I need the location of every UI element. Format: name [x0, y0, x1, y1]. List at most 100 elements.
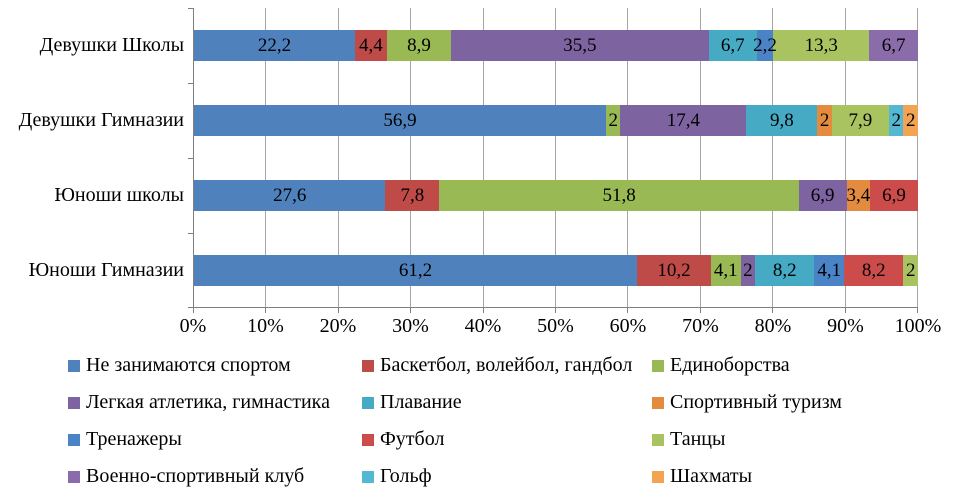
gridline	[410, 8, 412, 307]
x-axis-tick-label: 40%	[464, 315, 502, 337]
bar-segment-label: 2	[905, 110, 916, 131]
legend-item: Легкая атлетика, гимнастика	[68, 384, 362, 421]
legend-color-swatch-icon	[362, 396, 374, 409]
category-label: Юноши Гимназии	[28, 259, 184, 281]
bar-segment-label: 6,7	[720, 35, 745, 56]
legend-item: Военно-спортивный клуб	[68, 458, 362, 495]
legend-color-swatch-icon	[362, 359, 374, 372]
x-axis-tick-mark	[917, 307, 918, 313]
bar-segment: 2	[903, 105, 918, 136]
bar-segment-label: 56,9	[383, 110, 417, 131]
y-axis-tick-mark	[188, 307, 194, 308]
y-axis-tick-mark	[188, 8, 194, 9]
y-axis-tick-mark	[188, 83, 194, 84]
legend-color-swatch-icon	[652, 470, 664, 483]
bar-segment: 10,2	[637, 255, 711, 286]
x-axis-tick-label: 90%	[827, 315, 864, 337]
bar-segment-label: 2	[891, 110, 901, 131]
bar-segment: 35,5	[451, 30, 709, 61]
bar-segment-label: 9,8	[769, 110, 794, 131]
category-label: Юноши школы	[54, 184, 184, 206]
legend-label: Танцы	[670, 428, 726, 450]
legend-item: Единоборства	[652, 347, 948, 384]
x-axis-tick-mark	[555, 307, 556, 313]
legend-item: Плавание	[362, 384, 652, 421]
bar-segment: 2	[817, 105, 832, 136]
bar-segment-label: 4,1	[817, 260, 842, 281]
bar-segment: 6,9	[870, 180, 918, 211]
legend-label: Плавание	[380, 391, 462, 413]
bar-segment: 2	[740, 255, 756, 286]
bar-segment-label: 2	[905, 260, 916, 281]
legend-label: Легкая атлетика, гимнастика	[86, 391, 330, 413]
bar-segment: 8,2	[755, 255, 815, 286]
bar-segment-label: 35,5	[563, 35, 597, 56]
bar-segment: 22,2	[194, 30, 355, 61]
x-axis-tick-mark	[844, 307, 846, 313]
bar-segment: 6,9	[798, 180, 847, 211]
bar-segment-label: 51,8	[602, 185, 636, 206]
bar-segment-label: 7,8	[400, 185, 425, 206]
legend-item: Футбол	[362, 421, 652, 458]
y-axis-tick-mark	[188, 233, 194, 234]
x-axis-tick-mark	[410, 307, 412, 313]
x-axis-tick-mark	[772, 307, 774, 313]
bar-segment-label: 6,7	[881, 35, 906, 56]
legend-item: Гольф	[362, 458, 652, 495]
x-axis-tick-label: 100%	[894, 315, 942, 337]
legend-label: Футбол	[380, 428, 445, 450]
bar-segment: 4,4	[354, 30, 387, 61]
legend-label: Спортивный туризм	[670, 391, 842, 413]
bar-row: 22,2 4,4 8,9 35,5 6,7 2,2 13,3 6,7	[194, 30, 918, 61]
legend-item: Тренажеры	[68, 421, 362, 458]
bar-segment: 13,3	[773, 30, 870, 61]
bar-segment-label: 2	[743, 260, 753, 281]
legend-color-swatch-icon	[362, 433, 374, 446]
x-axis-tick-mark	[482, 307, 484, 313]
bar-segment-label: 2	[608, 110, 618, 131]
bar-segment: 17,4	[620, 105, 747, 136]
x-axis-tick-mark	[699, 307, 701, 313]
bar-segment: 3,4	[846, 180, 871, 211]
bar-segment-label: 4,1	[713, 260, 738, 281]
bar-segment-label: 8,2	[772, 260, 797, 281]
category-label: Девушки Школы	[39, 34, 184, 56]
bar-segment: 56,9	[194, 105, 606, 136]
bar-segment: 7,8	[385, 180, 440, 211]
bar-segment-label: 2	[819, 110, 830, 131]
legend-item: Шахматы	[652, 458, 948, 495]
legend-label: Тренажеры	[86, 428, 182, 450]
legend-item: Не занимаются спортом	[68, 347, 362, 384]
bar-segment-label: 17,4	[666, 110, 701, 131]
legend-color-swatch-icon	[68, 396, 80, 409]
legend-item: Танцы	[652, 421, 948, 458]
x-axis-tick-mark	[193, 307, 194, 313]
legend-label: Гольф	[380, 465, 432, 487]
bar-segment-label: 2,2	[753, 35, 777, 56]
bar-segment: 2	[605, 105, 621, 136]
bar-row: 61,2 10,2 4,1 2 8,2 4,1 8,2 2	[194, 255, 918, 286]
bar-segment-label: 7,9	[848, 110, 873, 131]
bar-row: 56,9 2 17,4 9,8 2 7,9 2 2	[194, 105, 918, 136]
bar-segment-label: 61,2	[398, 260, 433, 281]
x-axis-tick-mark	[627, 307, 629, 313]
bar-segment-label: 3,4	[846, 185, 871, 206]
legend-color-swatch-icon	[362, 470, 374, 483]
gridline	[699, 8, 701, 307]
bar-segment: 7,9	[831, 105, 889, 136]
bar-segment-label: 6,9	[882, 185, 906, 206]
y-axis-tick-mark	[188, 158, 194, 159]
legend-label: Шахматы	[670, 465, 753, 487]
legend-label: Военно-спортивный клуб	[86, 465, 305, 487]
gridline	[917, 8, 918, 307]
legend-color-swatch-icon	[68, 470, 80, 483]
legend-label: Не занимаются спортом	[86, 354, 291, 376]
x-axis-tick-label: 30%	[392, 315, 429, 337]
x-axis-tick-mark	[337, 307, 339, 313]
bar-segment-label: 10,2	[657, 260, 691, 281]
x-axis-tick-label: 20%	[319, 315, 357, 337]
bar-segment: 61,2	[194, 255, 638, 286]
legend: Не занимаются спортом Баскетбол, волейбол…	[68, 347, 948, 495]
bar-segment-label: 13,3	[804, 35, 838, 56]
